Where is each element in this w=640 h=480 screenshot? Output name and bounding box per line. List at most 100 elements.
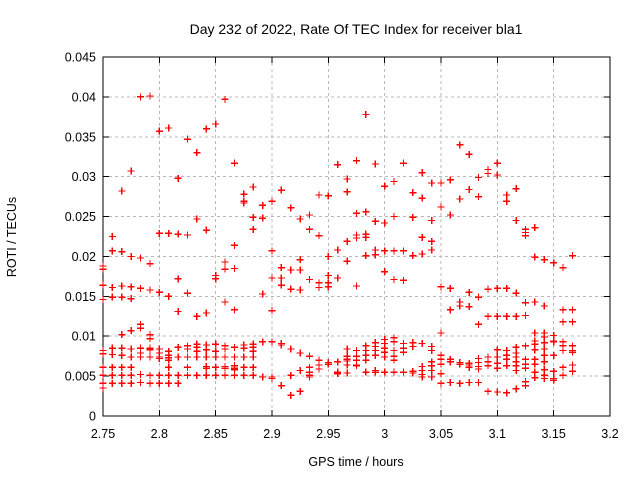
data-point <box>108 247 116 255</box>
data-point <box>343 188 351 196</box>
data-point <box>193 149 201 157</box>
data-point <box>390 213 398 221</box>
data-point <box>343 361 351 369</box>
data-point <box>531 360 539 368</box>
y-tick-label: 0.005 <box>65 370 96 384</box>
data-point <box>418 339 426 347</box>
data-point <box>202 364 210 372</box>
data-point <box>212 371 220 379</box>
data-point <box>165 292 173 300</box>
data-point <box>137 284 145 292</box>
data-point <box>221 364 229 372</box>
data-point <box>99 296 107 304</box>
data-point <box>559 347 567 355</box>
data-point <box>559 363 567 371</box>
data-point <box>259 338 267 346</box>
data-point <box>127 327 135 335</box>
data-point <box>512 385 520 393</box>
data-point <box>146 379 154 387</box>
data-point <box>353 282 360 290</box>
data-point <box>484 312 492 320</box>
data-point <box>475 293 483 301</box>
data-point <box>277 264 285 272</box>
x-tick-label: 3.15 <box>541 427 565 441</box>
data-point <box>568 318 576 326</box>
data-point <box>381 368 389 376</box>
data-point <box>503 362 511 370</box>
data-point <box>108 293 116 301</box>
data-point <box>296 215 304 223</box>
data-point <box>277 382 285 390</box>
data-point <box>531 298 539 306</box>
data-point <box>550 351 558 359</box>
data-point <box>418 194 426 202</box>
data-point <box>437 203 445 211</box>
data-point <box>512 312 520 320</box>
data-point <box>334 246 342 254</box>
data-point <box>259 373 267 381</box>
data-point <box>221 265 229 273</box>
data-point <box>296 387 304 395</box>
data-point <box>240 199 248 207</box>
data-point <box>446 211 454 219</box>
data-point <box>165 229 173 237</box>
data-point <box>531 329 539 337</box>
data-point <box>503 355 511 363</box>
data-point <box>531 374 539 382</box>
data-point <box>137 371 145 379</box>
data-point <box>137 378 145 386</box>
data-point <box>146 346 154 354</box>
data-point <box>540 351 548 359</box>
data-point <box>475 365 483 373</box>
x-tick-labels: 2.75 2.8 2.85 2.9 2.95 3 3.05 3.1 3.15 3.2 <box>91 427 619 441</box>
data-point <box>174 379 182 387</box>
data-point <box>568 361 576 369</box>
data-point <box>381 247 389 255</box>
data-point <box>146 260 154 268</box>
data-point <box>353 362 360 370</box>
data-point <box>108 371 116 379</box>
data-point <box>465 288 473 296</box>
data-point <box>99 281 107 289</box>
data-point <box>221 371 229 379</box>
data-point <box>522 342 529 350</box>
data-point <box>146 92 154 100</box>
data-point <box>184 345 191 353</box>
data-point <box>437 379 445 387</box>
data-point <box>230 306 238 314</box>
data-point <box>437 370 445 378</box>
data-point <box>503 312 511 320</box>
data-point <box>99 384 107 392</box>
data-point <box>127 345 135 353</box>
data-point <box>155 379 163 387</box>
data-point <box>446 306 454 314</box>
data-point <box>418 169 426 177</box>
data-point <box>465 378 473 386</box>
data-point <box>212 120 220 128</box>
data-point <box>409 343 417 351</box>
data-point <box>315 365 323 373</box>
data-point <box>456 379 464 387</box>
data-point <box>155 355 163 363</box>
data-point <box>512 289 520 297</box>
data-point <box>240 371 248 379</box>
data-point <box>371 368 379 376</box>
data-point <box>240 363 248 371</box>
data-point <box>371 351 379 359</box>
data-point <box>522 382 529 390</box>
data-point <box>249 225 257 233</box>
y-tick-labels: 0 0.005 0.01 0.015 0.02 0.025 0.03 0.035 0.04 0.0… <box>65 51 96 424</box>
data-point <box>475 320 483 328</box>
data-point <box>249 363 257 371</box>
data-point <box>428 217 436 225</box>
data-point <box>174 343 182 351</box>
data-point <box>268 307 276 315</box>
data-point <box>550 259 558 267</box>
data-point <box>193 353 201 361</box>
axis-ticks <box>102 56 611 417</box>
data-point <box>428 237 436 245</box>
data-point <box>108 351 116 359</box>
data-point <box>240 190 248 198</box>
data-point <box>174 353 182 361</box>
